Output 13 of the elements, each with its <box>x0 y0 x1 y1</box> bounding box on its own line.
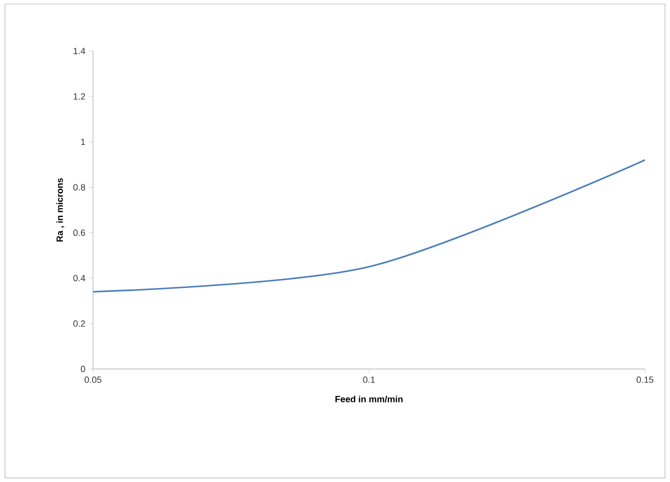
y-axis-title: Ra , in microns <box>56 178 64 242</box>
x-tick-label: 0.1 <box>363 376 375 383</box>
y-tick-label: 0.8 <box>73 184 86 190</box>
y-tick-label: 1.4 <box>74 48 86 54</box>
x-axis-title: Feed in mm/min <box>335 396 403 402</box>
y-tick-label: 0.6 <box>73 230 86 236</box>
x-tick-label: 0.05 <box>84 376 102 383</box>
y-tick-label: 0 <box>80 366 86 372</box>
y-tick-label: 1 <box>81 138 86 145</box>
y-tick-label: 0.4 <box>73 274 86 282</box>
y-tick-label: 1.2 <box>74 93 86 100</box>
y-tick-label: 0.2 <box>73 320 86 327</box>
x-tick-label: 0.15 <box>636 376 654 383</box>
